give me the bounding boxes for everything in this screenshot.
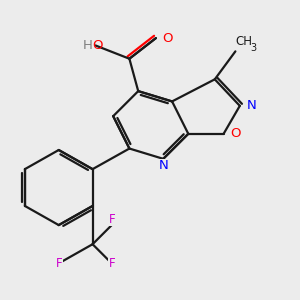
Text: F: F	[108, 257, 115, 270]
Text: CH: CH	[236, 35, 252, 48]
Text: N: N	[158, 159, 168, 172]
Text: 3: 3	[250, 43, 256, 53]
Text: H: H	[83, 39, 93, 52]
Text: O: O	[162, 32, 173, 45]
Text: F: F	[108, 213, 115, 226]
Text: O: O	[93, 39, 103, 52]
Text: F: F	[56, 257, 62, 270]
Text: O: O	[230, 127, 241, 140]
Text: N: N	[246, 99, 256, 112]
